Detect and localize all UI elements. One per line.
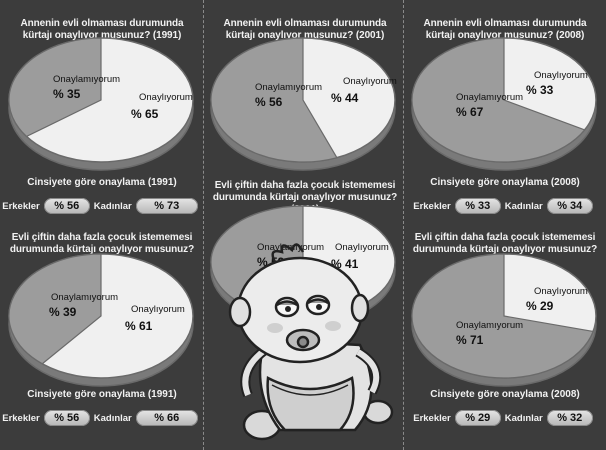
chart-title: Annenin evli olmaması durumunda kürtajı … (205, 18, 405, 42)
gender-row: Erkekler % 56 Kadınlar % 73 (2, 198, 202, 214)
slice-label-approve: Onaylıyorum (139, 92, 193, 103)
women-label: Kadınlar (504, 412, 543, 424)
slice-value-approve: % 29 (526, 299, 554, 313)
men-label: Erkekler (2, 200, 40, 212)
gender-title: Cinsiyete göre onaylama (1991) (27, 177, 177, 188)
pie-slice-disapprove (8, 253, 102, 365)
slice-value-disapprove: % 35 (53, 87, 81, 101)
chart-title: Annenin evli olmaması durumunda kürtajı … (2, 18, 202, 42)
chart-title: Annenin evli olmaması durumunda kürtajı … (405, 18, 605, 42)
men-value: % 56 (43, 410, 90, 426)
slice-value-approve: % 44 (331, 91, 359, 105)
slice-value-disapprove: % 71 (456, 333, 484, 347)
title-line: Evli çiftin daha fazla çocuk istememesi (11, 232, 193, 243)
slice-value-approve: % 61 (125, 319, 153, 333)
slice-label-disapprove: Onaylamıyorum (255, 82, 322, 93)
slice-value-disapprove: % 56 (255, 95, 283, 109)
women-label: Kadınlar (93, 200, 132, 212)
slice-label-disapprove: Onaylamıyorum (456, 320, 523, 331)
pie-slice-disapprove (210, 37, 338, 163)
pie-chart: Onaylamıyorum % 39 Onaylıyorum % 61 (8, 253, 194, 387)
women-label: Kadınlar (504, 200, 543, 212)
gender-title: Cinsiyete göre onaylama (2008) (430, 389, 580, 400)
slice-value-approve: % 33 (526, 83, 554, 97)
title-line: kürtajı onaylıyor musunuz? (2008) (425, 30, 585, 41)
slice-value-disapprove: % 67 (456, 105, 484, 119)
column-divider (203, 0, 204, 450)
baby-illustration (228, 243, 394, 441)
women-value: % 32 (546, 410, 593, 426)
pie-slice-disapprove (411, 253, 594, 379)
pie-chart: Onaylamıyorum % 67 Onaylıyorum % 33 (411, 37, 597, 171)
men-label: Erkekler (2, 412, 40, 424)
pie-slice-disapprove (8, 37, 102, 138)
title-line: kürtajı onaylıyor musunuz? (2001) (225, 30, 385, 41)
title-line: Evli çiftin daha fazla çocuk istememesi (414, 232, 596, 243)
title-line: Annenin evli olmaması durumunda (423, 18, 587, 29)
pie-chart: Onaylamıyorum % 56 Onaylıyorum % 44 (210, 37, 397, 171)
slice-label-approve: Onaylıyorum (131, 304, 185, 315)
title-line: Annenin evli olmaması durumunda (223, 18, 387, 29)
pie-chart: Onaylamıyorum % 71 Onaylıyorum % 29 (411, 253, 597, 387)
column-divider (403, 0, 404, 450)
women-value: % 73 (135, 198, 198, 214)
women-value: % 66 (135, 410, 198, 426)
slice-label-disapprove: Onaylamıyorum (51, 292, 118, 303)
gender-row: Erkekler % 33 Kadınlar % 34 (405, 198, 605, 214)
gender-title: Cinsiyete göre onaylama (1991) (27, 389, 177, 400)
title-line: Evli çiftin daha fazla çocuk istememesi (214, 180, 396, 191)
women-label: Kadınlar (93, 412, 132, 424)
gender-title: Cinsiyete göre onaylama (2008) (430, 177, 580, 188)
title-line: kürtajı onaylıyor musunuz? (1991) (22, 30, 182, 41)
men-label: Erkekler (413, 412, 451, 424)
men-value: % 56 (43, 198, 90, 214)
pie-chart: Onaylamıyorum % 35 Onaylıyorum % 65 (8, 37, 194, 171)
slice-label-approve: Onaylıyorum (534, 70, 588, 81)
men-value: % 29 (454, 410, 501, 426)
slice-label-approve: Onaylıyorum (343, 76, 397, 87)
slice-label-disapprove: Onaylamıyorum (456, 92, 523, 103)
slice-label-disapprove: Onaylamıyorum (53, 74, 120, 85)
slice-value-disapprove: % 39 (49, 305, 77, 319)
pie-slice-disapprove (411, 37, 586, 163)
title-line: Annenin evli olmaması durumunda (20, 18, 184, 29)
gender-row: Erkekler % 56 Kadınlar % 66 (2, 410, 202, 426)
slice-value-approve: % 65 (131, 107, 159, 121)
men-value: % 33 (454, 198, 501, 214)
gender-row: Erkekler % 29 Kadınlar % 32 (405, 410, 605, 426)
women-value: % 34 (546, 198, 593, 214)
men-label: Erkekler (413, 200, 451, 212)
slice-label-approve: Onaylıyorum (534, 286, 588, 297)
slice-label-approve: Onaylıyorum (335, 242, 389, 253)
